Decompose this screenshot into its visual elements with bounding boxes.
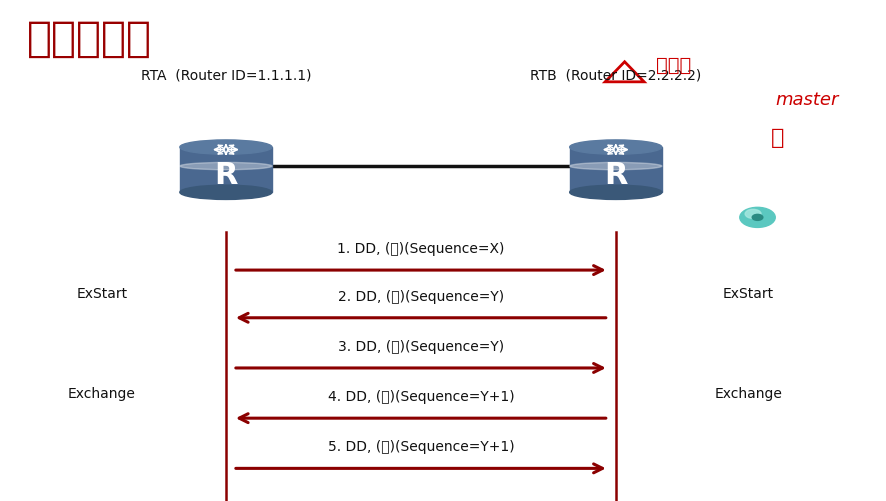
Circle shape [752, 215, 763, 221]
Circle shape [740, 208, 775, 228]
Text: 主: 主 [771, 128, 785, 148]
Text: 2. DD, (主)(Sequence=Y): 2. DD, (主)(Sequence=Y) [338, 289, 504, 303]
Text: Exchange: Exchange [68, 386, 136, 400]
Ellipse shape [570, 141, 662, 155]
Text: ExStart: ExStart [723, 286, 774, 300]
Text: 5. DD, (乞)(Sequence=Y+1): 5. DD, (乞)(Sequence=Y+1) [328, 439, 514, 453]
Text: Exchange: Exchange [715, 386, 782, 400]
Text: R: R [214, 160, 237, 189]
Text: RTB  (Router ID=2.2.2.2): RTB (Router ID=2.2.2.2) [530, 69, 702, 83]
Text: R: R [604, 160, 627, 189]
Ellipse shape [570, 186, 662, 200]
Bar [570, 148, 662, 193]
Ellipse shape [570, 163, 662, 170]
Text: 3. DD, (乞)(Sequence=Y): 3. DD, (乞)(Sequence=Y) [338, 339, 504, 353]
Text: （大）: （大） [656, 56, 691, 75]
Text: 数据库同步: 数据库同步 [27, 18, 152, 60]
Text: 1. DD, (主)(Sequence=X): 1. DD, (主)(Sequence=X) [338, 241, 504, 256]
Circle shape [745, 210, 761, 219]
Ellipse shape [180, 186, 272, 200]
Text: 4. DD, (主)(Sequence=Y+1): 4. DD, (主)(Sequence=Y+1) [328, 389, 514, 403]
Text: master: master [775, 91, 839, 109]
Bar [180, 148, 272, 193]
Text: RTA  (Router ID=1.1.1.1): RTA (Router ID=1.1.1.1) [141, 69, 311, 83]
Ellipse shape [180, 163, 272, 170]
Ellipse shape [180, 141, 272, 155]
Text: ExStart: ExStart [76, 286, 128, 300]
